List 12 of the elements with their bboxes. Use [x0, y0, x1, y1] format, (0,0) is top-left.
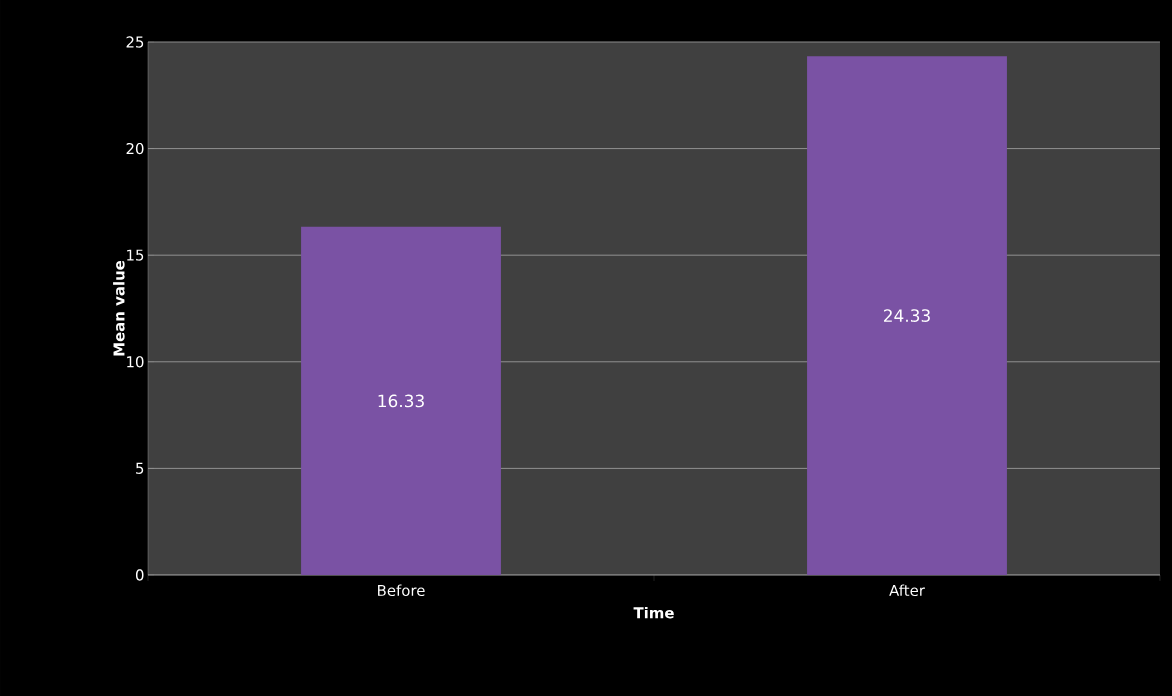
- y-tick-label: 10: [127, 356, 144, 368]
- x-axis-title: Time: [633, 606, 674, 619]
- y-axis-title: Mean value: [113, 260, 125, 356]
- x-tick-label: After: [889, 584, 925, 597]
- data-label: 24.33: [883, 309, 930, 323]
- y-tick-label: 0: [135, 569, 144, 581]
- y-tick-label: 25: [126, 36, 144, 48]
- x-tick-label: Before: [378, 584, 425, 597]
- y-tick-label: 20: [126, 142, 144, 155]
- data-label: 16.33: [378, 394, 424, 408]
- y-tick-label: 15: [127, 249, 144, 261]
- y-tick-label: 5: [136, 462, 144, 474]
